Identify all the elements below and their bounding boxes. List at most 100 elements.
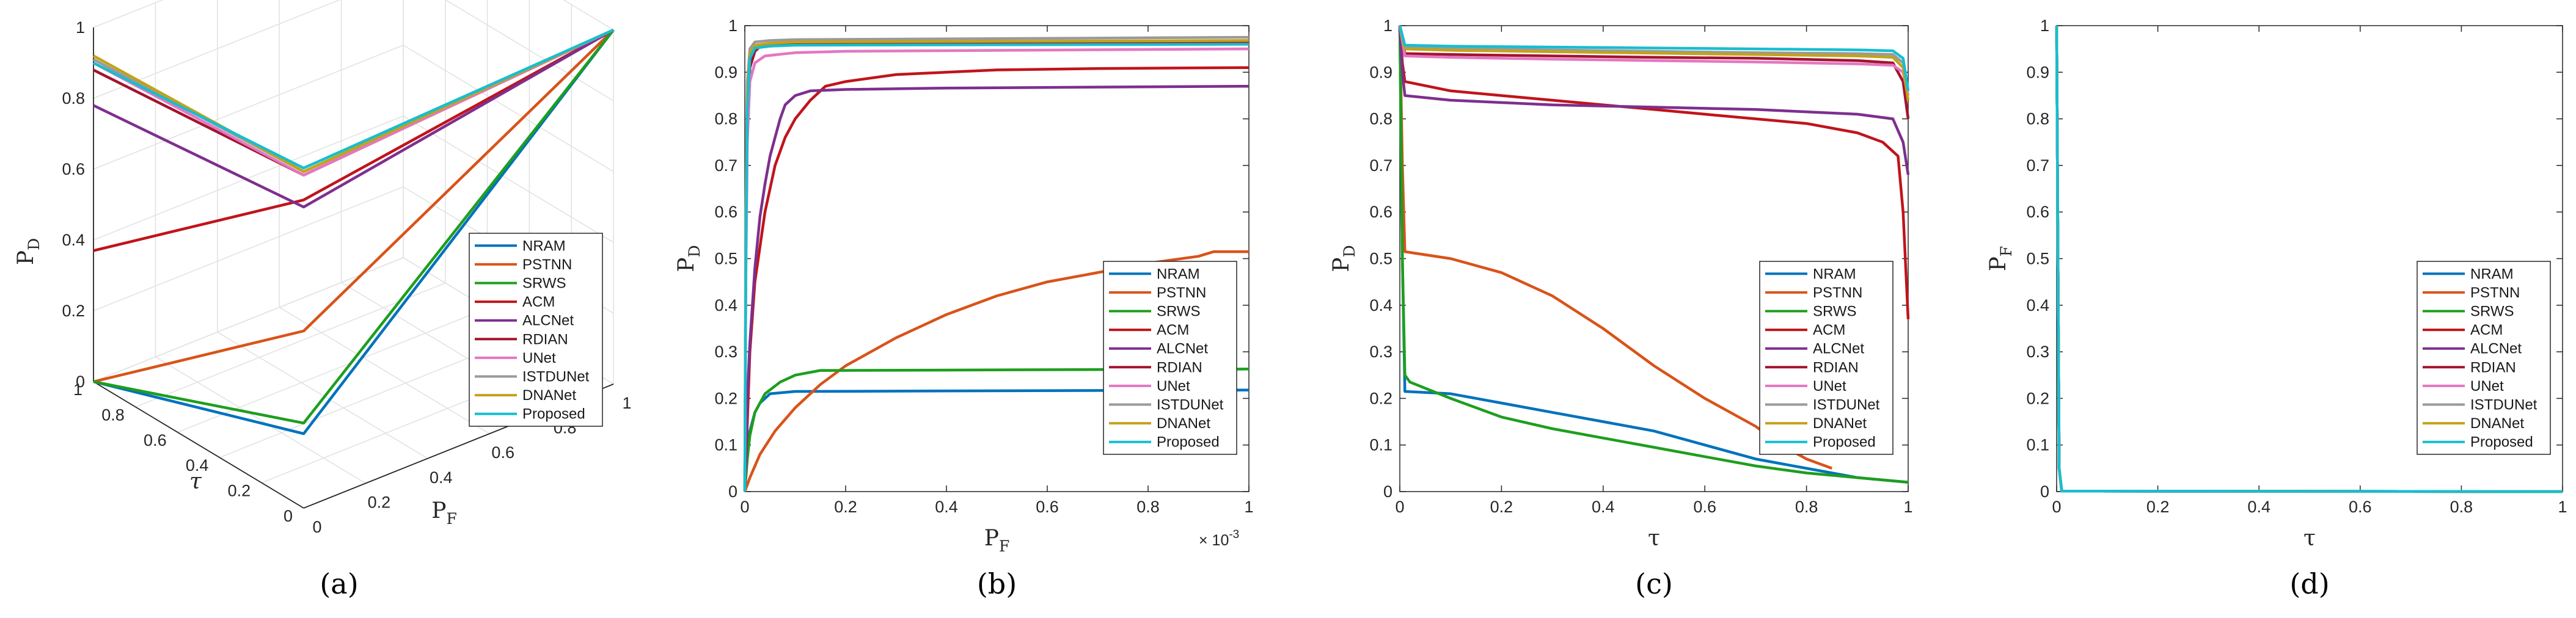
y-tick-label: 1	[728, 16, 737, 35]
x-axis-label-subscript: F	[446, 510, 456, 528]
y-tick-label: 0.7	[714, 156, 737, 175]
series-line-alcnet	[1398, 25, 1910, 175]
legend: NRAM PSTNN SRWS ACM ALCNet RDIAN UNet ISTDUNet D…	[469, 233, 603, 427]
x-tick-label: 0	[1395, 498, 1404, 516]
y-tick-label: 0.6	[714, 203, 737, 221]
y-tick-label: 0.4	[714, 296, 737, 314]
y-axis-label-main: P	[1329, 257, 1354, 272]
legend-label-rdian: RDIAN	[522, 331, 568, 347]
x-tick-label: 0.4	[430, 468, 453, 487]
x-tick-label: 1	[1903, 498, 1912, 516]
legend-label-alcnet: ALCNet	[522, 313, 574, 329]
x-axis-multiplier-exponent: -3	[1229, 528, 1239, 541]
legend-label-srws: SRWS	[1813, 304, 1857, 320]
x-tick-label: 0.6	[1693, 498, 1716, 516]
y-tick-label: 0.6	[1369, 203, 1392, 221]
y-tick-label: 0.1	[714, 436, 737, 454]
grid-line-floor	[279, 307, 490, 434]
legend-label-unet: UNet	[522, 350, 556, 366]
y-tick-label: 0.5	[714, 250, 737, 268]
x-axis-multiplier: × 10-3	[1199, 528, 1239, 549]
legend-label-srws: SRWS	[1157, 304, 1201, 320]
series-line-istdunet	[1398, 25, 1910, 92]
y-tick-label: 0.1	[2026, 436, 2049, 454]
legend: NRAM PSTNN SRWS ACM ALCNet RDIAN UNet ISTDUNet D…	[2417, 261, 2551, 455]
series-line-acm	[93, 29, 615, 252]
panel-caption: (d)	[2289, 567, 2329, 600]
grid-line-floor	[177, 308, 488, 433]
legend-label-rdian: RDIAN	[1813, 359, 1859, 376]
y-tick-label: 1	[1383, 16, 1392, 35]
x-tick-label: 1	[622, 394, 631, 412]
x-tick-label: 0.6	[491, 443, 514, 462]
y-tick-label: 0.8	[2026, 110, 2049, 128]
x-tick-label: 0.2	[1490, 498, 1513, 516]
series-line-proposed	[2055, 25, 2563, 493]
series-line-dnanet	[1398, 25, 1910, 101]
y-tick-label: 0	[284, 507, 293, 525]
y-tick-label: 0.5	[2026, 250, 2049, 268]
legend-label-proposed: Proposed	[522, 406, 585, 423]
y-axis-label-main: P	[674, 257, 699, 272]
x-tick-label: 0.6	[2349, 498, 2372, 516]
grid-line-wall	[93, 0, 164, 28]
series-line-acm	[743, 66, 1250, 492]
legend-label-srws: SRWS	[2470, 304, 2514, 320]
grid-line-floor	[217, 332, 428, 459]
y-tick-label: 0.8	[714, 110, 737, 128]
series-line-pstnn	[743, 250, 1249, 492]
x-axis-label-main: τ	[2303, 526, 2316, 551]
panel-a-3d-plot: 00.20.40.60.8100.20.40.60.8100.20.40.60.…	[13, 0, 632, 600]
series-line-proposed	[92, 28, 614, 170]
legend-label-istdunet: ISTDUNet	[1157, 397, 1224, 413]
x-tick-label: 0	[740, 498, 749, 516]
legend-label-acm: ACM	[1157, 322, 1189, 338]
z-tick-label: 0.4	[62, 231, 85, 249]
y-tick-label: 0.2	[1369, 389, 1392, 407]
x-axis-label: PF	[984, 526, 1010, 555]
legend-label-nram: NRAM	[522, 238, 566, 254]
grid-line-floor	[135, 282, 446, 408]
y-tick-label: 0	[728, 482, 737, 501]
y-tick-label: 0.9	[1369, 63, 1392, 81]
legend-label-nram: NRAM	[2470, 266, 2514, 282]
legend-label-proposed: Proposed	[2470, 434, 2533, 451]
y-axis-label-subscript: D	[1341, 245, 1358, 257]
y-axis-label: PD	[674, 245, 703, 272]
x-axis-label-main: τ	[1648, 526, 1660, 551]
x-tick-label: 0.4	[2247, 498, 2270, 516]
series-line-alcnet	[93, 29, 615, 209]
grid-line-wall	[563, 0, 614, 31]
legend-label-istdunet: ISTDUNet	[2470, 397, 2538, 413]
x-tick-label: 0	[312, 518, 321, 536]
grid-line-floor	[155, 356, 366, 484]
x-tick-label: 0.2	[2146, 498, 2170, 516]
legend-label-dnanet: DNANet	[2470, 415, 2524, 432]
x-tick-label: 0.2	[834, 498, 857, 516]
grid-line-wall	[93, 186, 404, 311]
y-axis-label: PF	[1986, 246, 2015, 272]
x-tick-label: 0.6	[1036, 498, 1059, 516]
x-tick-label: 0.8	[1136, 498, 1160, 516]
y-tick-label: 0.7	[1369, 156, 1392, 175]
legend-label-nram: NRAM	[1813, 266, 1856, 282]
legend-label-istdunet: ISTDUNet	[522, 369, 590, 385]
y-tick-label: 1	[2040, 16, 2049, 35]
z-tick-label: 0.2	[62, 302, 85, 320]
legend-label-proposed: Proposed	[1157, 434, 1220, 451]
legend-label-pstnn: PSTNN	[2470, 285, 2520, 301]
y-axis-label-subscript: F	[1997, 246, 2015, 256]
z-axis-label-subscript: D	[25, 238, 43, 250]
x-tick-label: 0	[2052, 498, 2061, 516]
x-tick-label: 1	[1244, 498, 1253, 516]
y-tick-label: 0.9	[2026, 63, 2049, 81]
x-tick-label: 1	[2558, 498, 2567, 516]
y-axis-label-subscript: D	[686, 245, 703, 257]
series-line-nram	[93, 29, 615, 435]
series-line-unet	[1398, 25, 1910, 96]
x-tick-label: 0.2	[368, 493, 391, 511]
legend-label-proposed: Proposed	[1813, 434, 1876, 451]
series-line-pstnn	[93, 29, 615, 384]
x-axis-label: τ	[2303, 526, 2316, 551]
